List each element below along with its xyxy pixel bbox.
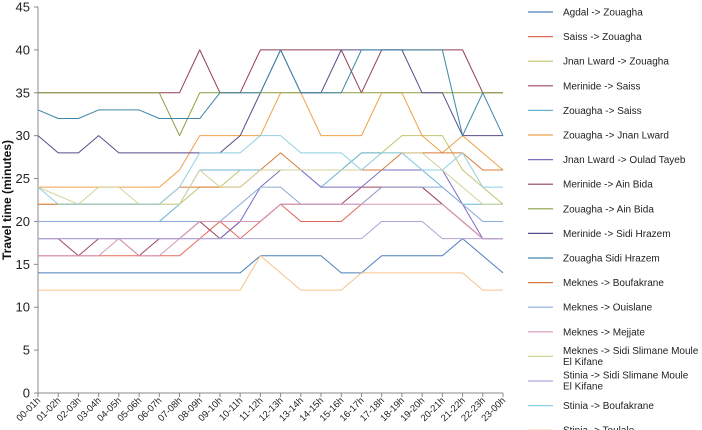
legend-label: Stinia -> Sidi Slimane Moule El Kifane (563, 371, 689, 393)
legend-label: Meknes -> Ouislane (563, 303, 653, 314)
series-line (38, 255, 503, 291)
y-tick-label: 25 (16, 171, 30, 186)
legend-label: Meknes -> Mejjate (563, 327, 645, 338)
series-line (38, 92, 504, 188)
legend-label: Merinide -> Saiss (563, 81, 641, 92)
series-line (38, 186, 503, 222)
legend-label: Saiss -> Zouagha (563, 32, 642, 43)
y-axis-label: Travel time (minutes) (0, 140, 14, 260)
x-axis: 00-01h01-02h02-03h03-04h04-05h05-06h06-0… (14, 392, 508, 424)
series-line (38, 238, 504, 274)
series-line (37, 152, 503, 205)
legend-label: Meknes -> Sidi Slimane Moule El Kifane (563, 346, 699, 368)
series-line (37, 49, 503, 154)
y-tick-label: 15 (16, 257, 30, 272)
y-axis: 0 5 10 15 20 25 30 35 40 45 (16, 0, 39, 401)
legend: Agdal -> Zouagha Saiss -> Zouagha Jnan Lwa… (528, 8, 699, 430)
legend-label: Merinide -> Sidi Hrazem (563, 229, 671, 240)
series-line (38, 203, 503, 257)
y-tick-label: 0 (23, 386, 30, 401)
legend-label: Agdal -> Zouagha (563, 8, 643, 19)
legend-label: Zouagha -> Saiss (563, 106, 642, 117)
series-line (38, 220, 503, 240)
legend-label: Jnan Lward -> Oulad Tayeb (563, 155, 686, 166)
legend-label: Jnan Lward -> Zouagha (563, 57, 669, 68)
y-tick-label: 40 (16, 42, 30, 57)
y-tick-label: 45 (16, 0, 30, 15)
legend-label: Meknes -> Boufakrane (563, 278, 664, 289)
series-line (37, 135, 503, 205)
legend-label: Zouagha -> Ain Bida (563, 204, 654, 215)
y-tick-label: 35 (16, 85, 30, 100)
legend-label: Zouagha Sidi Hrazem (563, 254, 660, 265)
legend-label: Stinia -> Boufakrane (563, 401, 654, 412)
legend-label: Zouagha -> Jnan Lward (563, 131, 669, 142)
y-tick-label: 5 (23, 343, 30, 358)
y-tick-label: 20 (16, 214, 30, 229)
series-line (37, 49, 504, 137)
legend-label: Merinide -> Ain Bida (563, 180, 653, 191)
y-tick-label: 10 (16, 300, 30, 315)
legend-label: Stinia -> Toulale (563, 426, 635, 430)
series-lines (37, 49, 504, 291)
y-tick-label: 30 (16, 128, 30, 143)
